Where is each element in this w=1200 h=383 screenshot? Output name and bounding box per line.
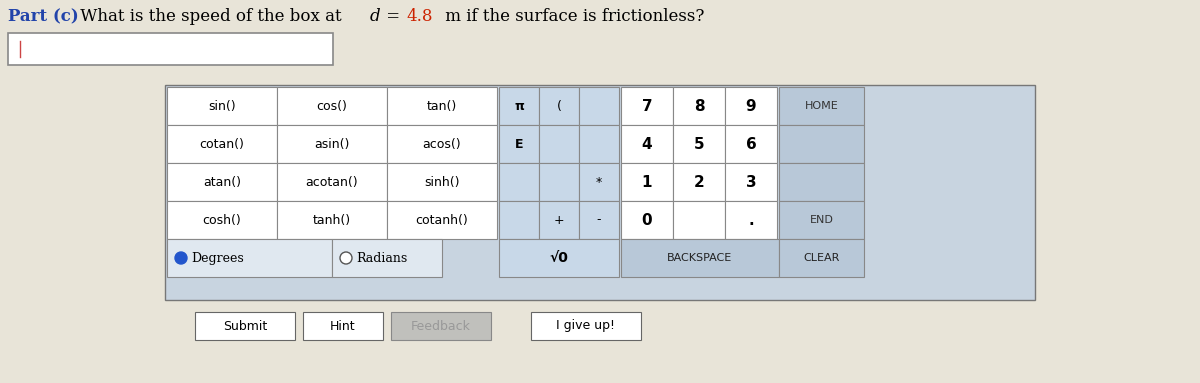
FancyBboxPatch shape bbox=[386, 125, 497, 163]
Text: 4.8: 4.8 bbox=[406, 8, 432, 25]
Text: E: E bbox=[515, 137, 523, 151]
FancyBboxPatch shape bbox=[167, 87, 277, 125]
Text: Submit: Submit bbox=[223, 319, 268, 332]
Text: cotan(): cotan() bbox=[199, 137, 245, 151]
FancyBboxPatch shape bbox=[622, 163, 673, 201]
Text: 9: 9 bbox=[745, 98, 756, 113]
FancyBboxPatch shape bbox=[578, 125, 619, 163]
FancyBboxPatch shape bbox=[499, 125, 539, 163]
FancyBboxPatch shape bbox=[530, 312, 641, 340]
FancyBboxPatch shape bbox=[391, 312, 491, 340]
FancyBboxPatch shape bbox=[386, 201, 497, 239]
FancyBboxPatch shape bbox=[779, 87, 864, 125]
FancyBboxPatch shape bbox=[499, 163, 539, 201]
Text: π: π bbox=[514, 100, 524, 113]
FancyBboxPatch shape bbox=[277, 201, 386, 239]
Text: Hint: Hint bbox=[330, 319, 356, 332]
Text: 2: 2 bbox=[694, 175, 704, 190]
Text: sin(): sin() bbox=[208, 100, 236, 113]
Text: 6: 6 bbox=[745, 136, 756, 152]
Text: Feedback: Feedback bbox=[412, 319, 470, 332]
Text: HOME: HOME bbox=[805, 101, 839, 111]
FancyBboxPatch shape bbox=[167, 125, 277, 163]
Text: √0: √0 bbox=[550, 251, 569, 265]
FancyBboxPatch shape bbox=[167, 239, 332, 277]
FancyBboxPatch shape bbox=[673, 125, 725, 163]
FancyBboxPatch shape bbox=[539, 163, 578, 201]
Text: 1: 1 bbox=[642, 175, 653, 190]
Text: =: = bbox=[382, 8, 406, 25]
Text: 3: 3 bbox=[745, 175, 756, 190]
FancyBboxPatch shape bbox=[622, 87, 673, 125]
Text: Degrees: Degrees bbox=[191, 252, 244, 265]
Text: 7: 7 bbox=[642, 98, 653, 113]
FancyBboxPatch shape bbox=[539, 201, 578, 239]
FancyBboxPatch shape bbox=[578, 87, 619, 125]
Text: END: END bbox=[810, 215, 834, 225]
FancyBboxPatch shape bbox=[779, 163, 864, 201]
Text: acos(): acos() bbox=[422, 137, 461, 151]
Circle shape bbox=[340, 252, 352, 264]
FancyBboxPatch shape bbox=[578, 163, 619, 201]
Text: cotanh(): cotanh() bbox=[415, 213, 468, 226]
FancyBboxPatch shape bbox=[167, 201, 277, 239]
FancyBboxPatch shape bbox=[499, 201, 539, 239]
FancyBboxPatch shape bbox=[277, 87, 386, 125]
Text: 5: 5 bbox=[694, 136, 704, 152]
FancyBboxPatch shape bbox=[578, 201, 619, 239]
Text: tanh(): tanh() bbox=[313, 213, 352, 226]
Text: cos(): cos() bbox=[317, 100, 348, 113]
Text: .: . bbox=[748, 213, 754, 228]
Text: atan(): atan() bbox=[203, 175, 241, 188]
FancyBboxPatch shape bbox=[196, 312, 295, 340]
FancyBboxPatch shape bbox=[622, 201, 673, 239]
FancyBboxPatch shape bbox=[386, 87, 497, 125]
Text: +: + bbox=[553, 213, 564, 226]
FancyBboxPatch shape bbox=[277, 125, 386, 163]
Text: 8: 8 bbox=[694, 98, 704, 113]
Text: tan(): tan() bbox=[427, 100, 457, 113]
Text: (: ( bbox=[557, 100, 562, 113]
FancyBboxPatch shape bbox=[499, 239, 619, 277]
FancyBboxPatch shape bbox=[725, 87, 778, 125]
FancyBboxPatch shape bbox=[673, 87, 725, 125]
FancyBboxPatch shape bbox=[622, 239, 779, 277]
FancyBboxPatch shape bbox=[725, 163, 778, 201]
Text: cosh(): cosh() bbox=[203, 213, 241, 226]
Text: acotan(): acotan() bbox=[306, 175, 359, 188]
FancyBboxPatch shape bbox=[539, 87, 578, 125]
FancyBboxPatch shape bbox=[725, 201, 778, 239]
FancyBboxPatch shape bbox=[725, 125, 778, 163]
FancyBboxPatch shape bbox=[779, 125, 864, 163]
Text: asin(): asin() bbox=[314, 137, 349, 151]
FancyBboxPatch shape bbox=[779, 201, 864, 239]
FancyBboxPatch shape bbox=[167, 163, 277, 201]
Text: 0: 0 bbox=[642, 213, 653, 228]
FancyBboxPatch shape bbox=[499, 87, 539, 125]
Text: CLEAR: CLEAR bbox=[803, 253, 840, 263]
Text: Radians: Radians bbox=[356, 252, 407, 265]
FancyBboxPatch shape bbox=[8, 33, 334, 65]
FancyBboxPatch shape bbox=[302, 312, 383, 340]
Text: *: * bbox=[596, 175, 602, 188]
FancyBboxPatch shape bbox=[622, 125, 673, 163]
Text: -: - bbox=[596, 213, 601, 226]
FancyBboxPatch shape bbox=[673, 201, 725, 239]
Text: m if the surface is frictionless?: m if the surface is frictionless? bbox=[440, 8, 704, 25]
FancyBboxPatch shape bbox=[332, 239, 442, 277]
FancyBboxPatch shape bbox=[673, 163, 725, 201]
Text: 4: 4 bbox=[642, 136, 653, 152]
FancyBboxPatch shape bbox=[166, 85, 1034, 300]
FancyBboxPatch shape bbox=[539, 125, 578, 163]
Text: Part (c): Part (c) bbox=[8, 8, 79, 25]
Text: d: d bbox=[370, 8, 380, 25]
FancyBboxPatch shape bbox=[779, 239, 864, 277]
Text: What is the speed of the box at: What is the speed of the box at bbox=[76, 8, 347, 25]
Circle shape bbox=[175, 252, 187, 264]
FancyBboxPatch shape bbox=[277, 163, 386, 201]
Text: BACKSPACE: BACKSPACE bbox=[667, 253, 733, 263]
Text: sinh(): sinh() bbox=[425, 175, 460, 188]
Text: I give up!: I give up! bbox=[557, 319, 616, 332]
FancyBboxPatch shape bbox=[386, 163, 497, 201]
